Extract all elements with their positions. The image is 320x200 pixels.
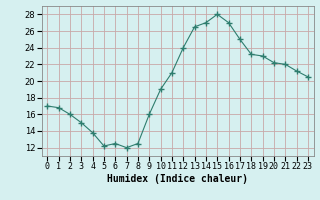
X-axis label: Humidex (Indice chaleur): Humidex (Indice chaleur): [107, 174, 248, 184]
